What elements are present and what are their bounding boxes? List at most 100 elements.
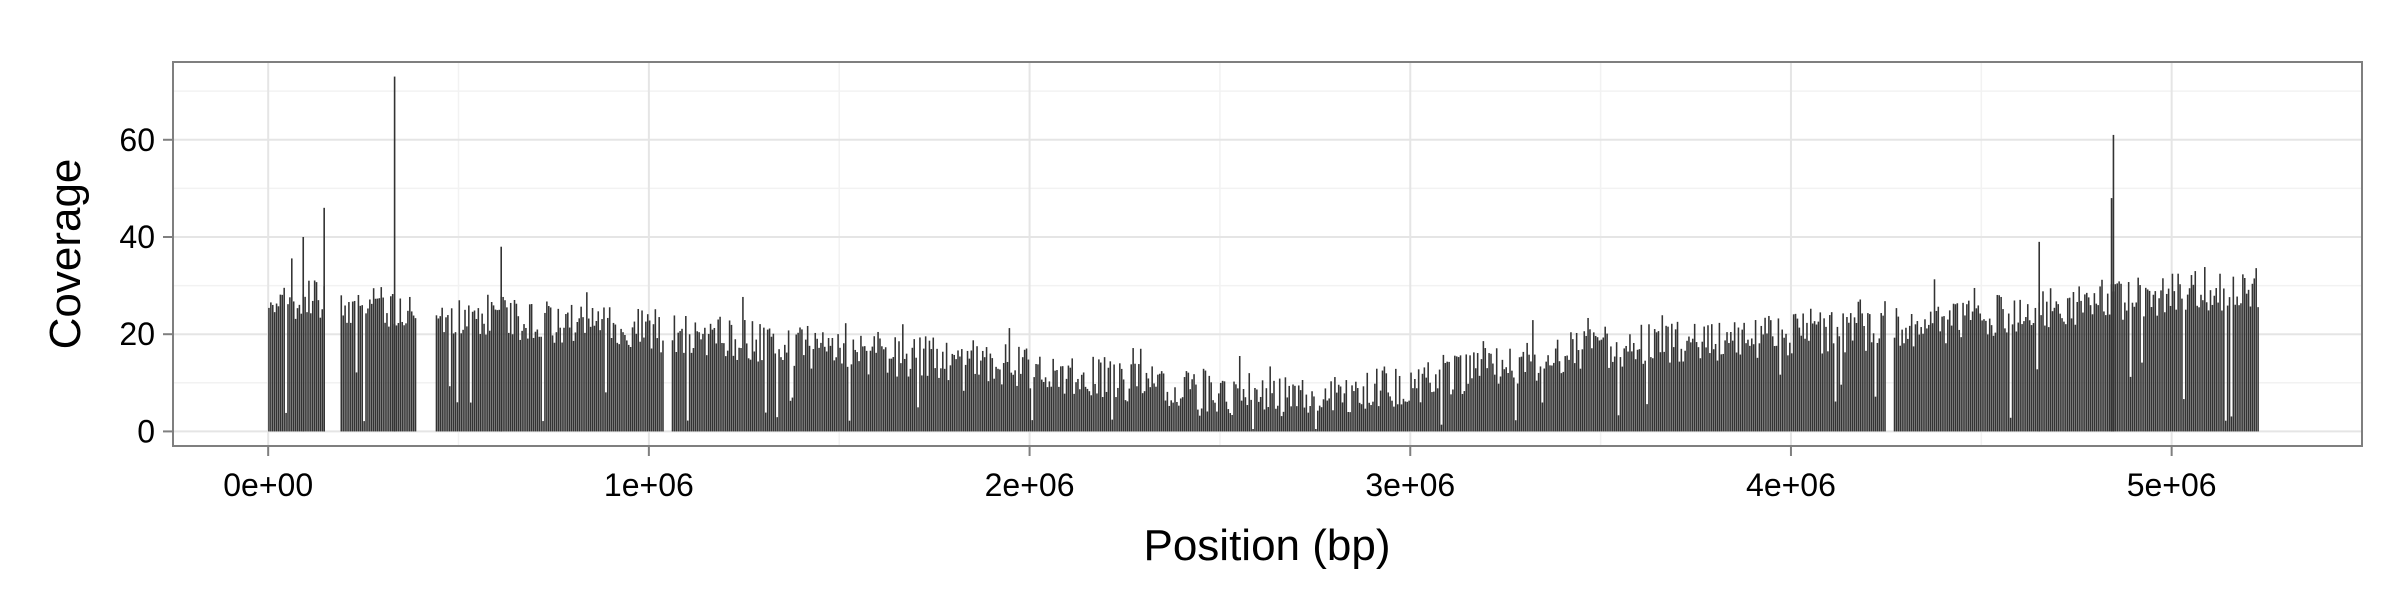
coverage-bar <box>822 332 824 432</box>
coverage-peak-bar <box>2038 241 2041 432</box>
coverage-bar <box>629 346 632 432</box>
coverage-bar <box>1111 419 1113 432</box>
coverage-bar <box>544 312 546 432</box>
coverage-bar <box>1467 383 1469 432</box>
coverage-bar <box>1749 345 1751 432</box>
coverage-bar <box>580 306 582 432</box>
coverage-bar <box>1334 377 1336 432</box>
coverage-bar <box>1212 400 1214 432</box>
coverage-bar <box>1691 338 1694 432</box>
coverage-bar <box>2224 420 2227 432</box>
coverage-bar <box>1109 361 1112 432</box>
coverage-bar <box>1819 312 1822 432</box>
coverage-bar <box>574 332 577 432</box>
coverage-bar <box>2000 296 2002 432</box>
coverage-bar <box>1242 389 1245 432</box>
coverage-bar <box>471 311 474 432</box>
coverage-bar <box>281 294 284 432</box>
coverage-bar <box>369 299 371 432</box>
coverage-bar <box>1261 380 1264 432</box>
coverage-bar <box>1661 315 1664 432</box>
coverage-bar <box>700 339 702 432</box>
coverage-bar <box>1648 324 1650 432</box>
coverage-bar <box>827 338 830 432</box>
coverage-bar <box>1509 348 1511 432</box>
coverage-bar <box>1987 334 1989 432</box>
coverage-bar <box>907 376 910 432</box>
coverage-bar <box>1417 369 1420 432</box>
coverage-bar <box>888 358 891 432</box>
coverage-bar <box>1377 406 1380 432</box>
coverage-bar <box>2051 311 2054 432</box>
coverage-bar <box>1800 335 1803 432</box>
coverage-bar <box>1926 328 1928 432</box>
coverage-bar <box>1181 397 1184 432</box>
coverage-bar <box>1756 357 1759 432</box>
coverage-bar <box>1303 407 1306 432</box>
coverage-bar <box>270 302 272 432</box>
coverage-bar <box>938 377 940 432</box>
coverage-bar <box>2004 328 2006 432</box>
coverage-bar <box>1657 331 1660 432</box>
coverage-bar <box>1752 344 1755 432</box>
coverage-bar <box>1958 329 1961 432</box>
coverage-bar <box>606 317 609 432</box>
coverage-bar <box>1682 361 1685 432</box>
coverage-bar <box>454 332 457 432</box>
coverage-bar <box>380 287 383 432</box>
coverage-bar <box>860 335 862 432</box>
coverage-bar <box>1406 401 1409 432</box>
coverage-bar <box>1834 401 1837 432</box>
coverage-bar <box>488 330 491 432</box>
coverage-bar <box>1882 315 1884 432</box>
coverage-bar <box>1720 354 1723 432</box>
coverage-bar <box>1768 315 1770 432</box>
coverage-bar <box>924 336 927 432</box>
coverage-bar <box>1899 345 1902 432</box>
coverage-bar <box>1920 327 1922 432</box>
coverage-bar <box>1650 357 1652 432</box>
coverage-bar <box>344 305 346 432</box>
coverage-bar <box>450 308 453 432</box>
coverage-bar <box>1956 303 1959 432</box>
coverage-bar <box>1189 389 1192 432</box>
coverage-bar <box>2095 303 2098 432</box>
coverage-bar <box>2019 299 2021 432</box>
coverage-bar <box>1684 350 1686 432</box>
coverage-bar <box>2143 316 2145 432</box>
coverage-bar <box>1336 392 1338 432</box>
coverage-bar <box>353 300 356 432</box>
coverage-bar <box>441 307 443 432</box>
coverage-bar <box>1202 368 1205 432</box>
coverage-bar <box>1490 353 1492 432</box>
coverage-bar <box>1185 371 1188 432</box>
coverage-bar <box>1718 322 1721 432</box>
coverage-bar <box>1686 340 1688 432</box>
coverage-bar <box>900 363 902 432</box>
coverage-bar <box>555 332 558 432</box>
coverage-bar <box>2192 284 2195 432</box>
coverage-bar <box>1632 342 1635 432</box>
coverage-bar <box>2047 327 2050 432</box>
coverage-bar <box>2015 331 2018 432</box>
coverage-bar <box>1884 301 1886 432</box>
coverage-bar <box>879 338 881 432</box>
coverage-bar <box>1389 396 1391 432</box>
coverage-bar <box>2221 310 2223 432</box>
coverage-bar <box>1714 343 1717 432</box>
coverage-bar <box>1572 339 1574 432</box>
coverage-bar <box>1143 391 1146 432</box>
coverage-bar <box>1235 384 1237 432</box>
coverage-bar <box>1501 359 1504 432</box>
coverage-bar <box>2245 293 2248 432</box>
coverage-bar <box>757 361 759 432</box>
coverage-bar <box>2247 289 2250 432</box>
coverage-bar <box>759 324 761 432</box>
coverage-bar <box>909 368 912 432</box>
coverage-bar <box>1598 340 1601 432</box>
coverage-bar <box>1054 370 1056 432</box>
coverage-bar <box>1821 353 1823 432</box>
coverage-bar <box>1950 325 1953 432</box>
coverage-bar <box>770 336 773 432</box>
coverage-bar <box>1876 342 1879 432</box>
